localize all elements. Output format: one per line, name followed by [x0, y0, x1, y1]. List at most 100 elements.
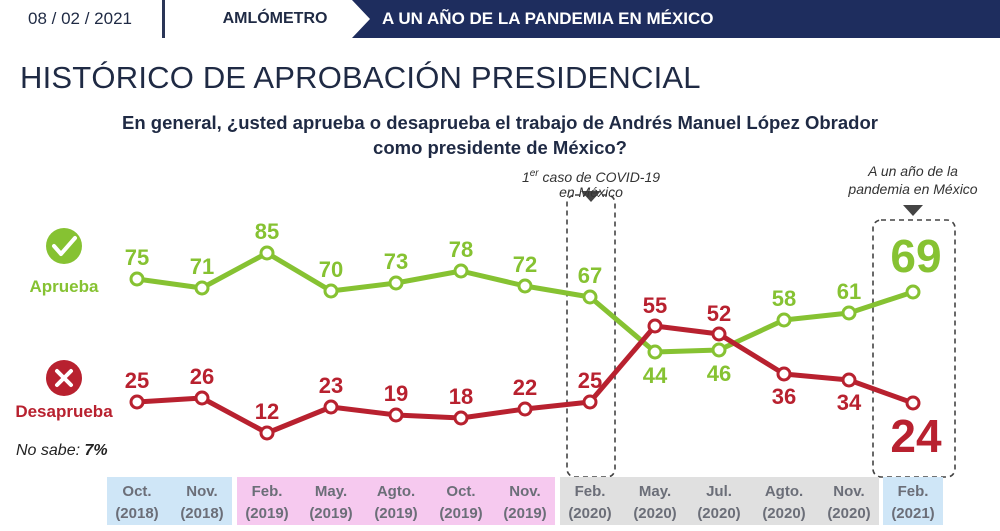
question-line-1: En general, ¿usted aprueba o desaprueba … [122, 112, 878, 133]
covid-annotation-line-1: 1er caso de COVID-19 [522, 168, 660, 185]
header-banner: A UN AÑO DE LA PANDEMIA EN MÉXICO [352, 0, 1000, 38]
date-label: 08 / 02 / 2021 [28, 9, 132, 28]
category-group-blue-12 [883, 477, 943, 525]
aprueba-point-0 [129, 271, 145, 287]
x-tick-month-8: May. [639, 483, 671, 500]
covid-annotation-text: caso de COVID-19 [539, 169, 661, 185]
desaprueba-label-1: 26 [190, 364, 214, 389]
x-tick-month-9: Jul. [706, 483, 732, 500]
header-divider [162, 0, 165, 38]
aprueba-point-9 [711, 342, 727, 358]
aprueba-point-3 [323, 283, 339, 299]
aprueba-label-6: 72 [513, 252, 537, 277]
desaprueba-label-12: 24 [890, 410, 942, 462]
x-tick-month-5: Oct. [446, 483, 475, 500]
no-sabe-value: 7% [84, 442, 107, 459]
covid-annotation-number: 1 [522, 169, 530, 185]
desaprueba-label-6: 22 [513, 375, 537, 400]
aprueba-point-10 [776, 312, 792, 328]
aprueba-point-8 [647, 344, 663, 360]
x-tick-month-3: May. [315, 483, 347, 500]
desaprueba-point-2 [259, 425, 275, 441]
aprueba-point-1 [194, 280, 210, 296]
x-tick-year-5: (2019) [439, 505, 482, 522]
x-tick-year-7: (2020) [568, 505, 611, 522]
pandemic-annotation-line-1: A un año de la [867, 163, 958, 179]
x-tick-year-10: (2020) [762, 505, 805, 522]
desaprueba-point-6 [517, 401, 533, 417]
x-tick-month-6: Nov. [509, 483, 540, 500]
aprueba-label-10: 58 [772, 286, 796, 311]
x-tick-year-12: (2021) [891, 505, 934, 522]
category-group-blue-0 [107, 477, 232, 525]
question-line-2: como presidente de México? [373, 137, 627, 158]
covid-highlight-box [566, 194, 616, 478]
desaprueba-label-3: 23 [319, 373, 343, 398]
covid-pointer-icon [581, 191, 601, 202]
x-tick-month-4: Agto. [377, 483, 415, 500]
desaprueba-point-8 [647, 318, 663, 334]
aprueba-label-5: 78 [449, 237, 473, 262]
no-sabe-label: No sabe: [16, 442, 84, 459]
x-tick-month-7: Feb. [575, 483, 606, 500]
desaprueba-point-4 [388, 407, 404, 423]
desaprueba-point-7 [582, 394, 598, 410]
x-tick-year-8: (2020) [633, 505, 676, 522]
aprueba-label-1: 71 [190, 254, 214, 279]
desaprueba-point-5 [453, 410, 469, 426]
x-tick-month-2: Feb. [252, 483, 283, 500]
x-tick-year-4: (2019) [374, 505, 417, 522]
desaprueba-label-11: 34 [837, 390, 862, 415]
covid-annotation-line-2: en México [559, 184, 623, 200]
aprueba-label-8: 44 [643, 363, 668, 388]
x-tick-month-1: Nov. [186, 483, 217, 500]
desaprueba-label-7: 25 [578, 368, 602, 393]
no-sabe-note: No sabe: 7% [16, 442, 108, 459]
aprueba-point-2 [259, 245, 275, 261]
desaprueba-point-12 [905, 395, 921, 411]
desaprueba-label-9: 52 [707, 301, 731, 326]
survey-question: En general, ¿usted aprueba o desaprueba … [0, 110, 1000, 160]
desaprueba-point-1 [194, 390, 210, 406]
desaprueba-label-8: 55 [643, 293, 667, 318]
desaprueba-label-2: 12 [255, 399, 279, 424]
disapprove-x-mark [55, 369, 73, 387]
desaprueba-point-3 [323, 399, 339, 415]
approve-check-mark [52, 236, 77, 256]
aprueba-label-4: 73 [384, 249, 408, 274]
aprueba-point-6 [517, 278, 533, 294]
x-tick-month-12: Feb. [898, 483, 929, 500]
covid-annotation-superscript: er [530, 168, 540, 179]
aprueba-point-11 [841, 305, 857, 321]
approve-check-icon [46, 228, 82, 264]
desaprueba-label-4: 19 [384, 381, 408, 406]
aprueba-label-0: 75 [125, 245, 149, 270]
x-tick-month-10: Agto. [765, 483, 803, 500]
x-tick-year-6: (2019) [503, 505, 546, 522]
aprueba-label-11: 61 [837, 279, 861, 304]
brand-label: AMLÓMETRO [222, 10, 328, 27]
pandemic-pointer-icon [903, 205, 923, 216]
desaprueba-point-10 [776, 366, 792, 382]
aprueba-point-7 [582, 289, 598, 305]
aprueba-label-9: 46 [707, 361, 731, 386]
pandemic-annotation-line-2: pandemia en México [847, 181, 977, 197]
category-group-pink-2 [237, 477, 555, 525]
x-tick-month-0: Oct. [122, 483, 151, 500]
x-tick-year-1: (2018) [180, 505, 223, 522]
page-title: HISTÓRICO DE APROBACIÓN PRESIDENCIAL [20, 60, 701, 95]
category-group-gray-7 [560, 477, 879, 525]
aprueba-label-7: 67 [578, 263, 602, 288]
desaprueba-label-5: 18 [449, 384, 473, 409]
aprueba-point-12 [905, 284, 921, 300]
x-tick-year-11: (2020) [827, 505, 870, 522]
aprueba-label-3: 70 [319, 257, 343, 282]
desaprueba-point-9 [711, 326, 727, 342]
desaprueba-point-11 [841, 372, 857, 388]
x-tick-year-9: (2020) [697, 505, 740, 522]
aprueba-point-4 [388, 275, 404, 291]
aprueba-label-12: 69 [890, 230, 941, 282]
x-tick-year-3: (2019) [309, 505, 352, 522]
desaprueba-point-0 [129, 394, 145, 410]
aprueba-point-5 [453, 263, 469, 279]
